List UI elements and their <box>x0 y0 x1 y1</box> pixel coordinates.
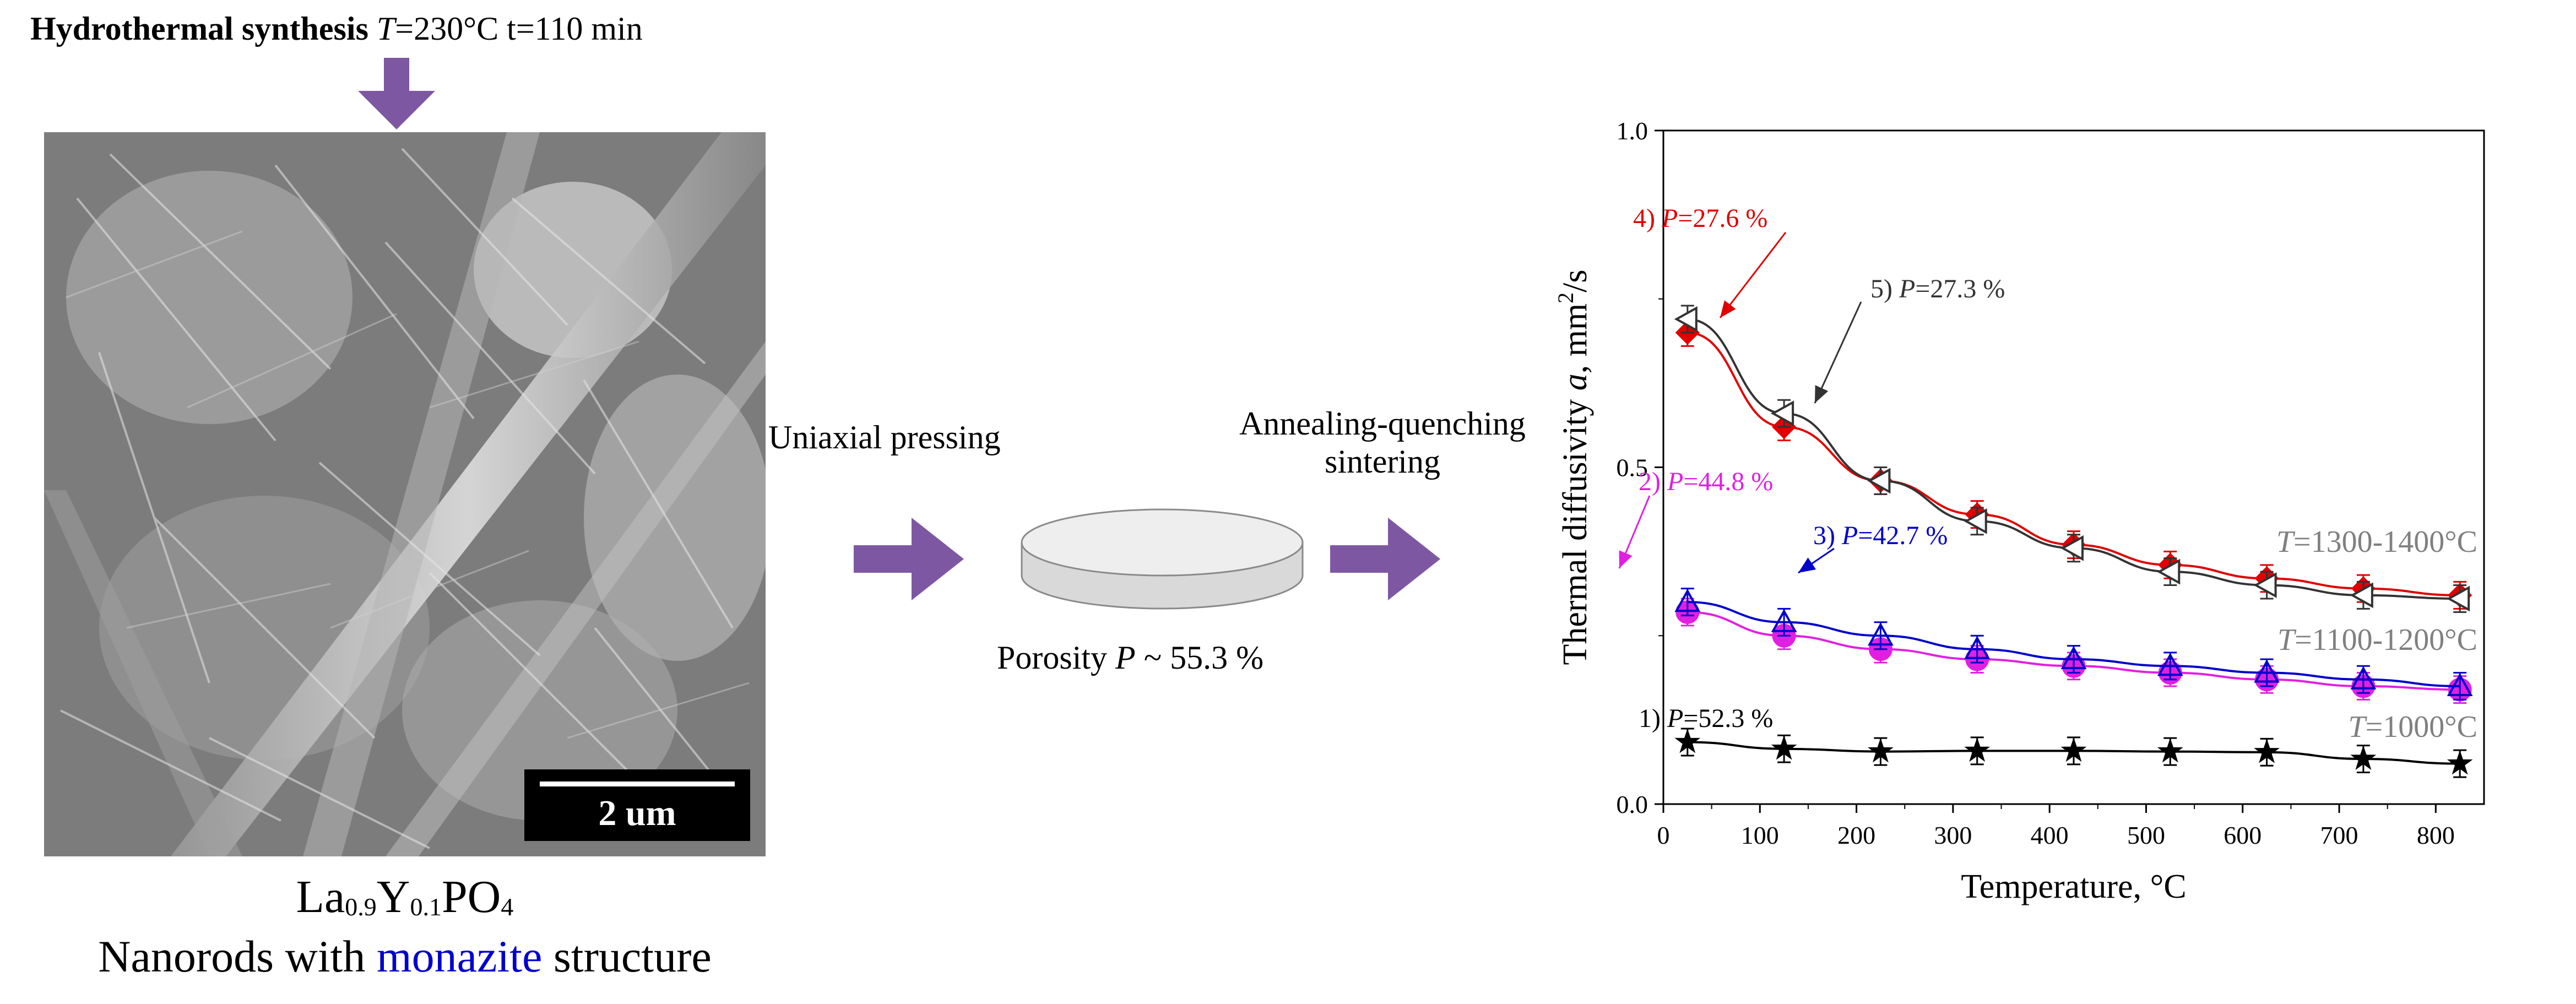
series-group <box>1675 318 2472 610</box>
series-group <box>1674 305 2470 613</box>
y-tick-label: 1.0 <box>1617 117 1648 145</box>
triangle-up-marker <box>2060 645 2087 670</box>
triangle-left-marker <box>2350 582 2373 609</box>
temperature-annotation: T=1300-1400°C <box>2276 525 2477 559</box>
x-tick-label: 300 <box>1934 821 1972 849</box>
series-label: 3) P=42.7 % <box>1813 521 1948 550</box>
pressing-label: Uniaxial pressing <box>768 419 1001 455</box>
triangle-up-marker <box>1674 588 1701 612</box>
chart-axes: 0 100 200 300 400 500 600 700 800 0.0 0.5 1.0 Temper… <box>1553 117 2485 905</box>
x-axis-label: Temperature, °C <box>1961 868 2187 905</box>
label-pointer-head <box>1720 300 1736 318</box>
series-group <box>1674 588 2473 701</box>
label-pointer-line <box>1719 232 1787 318</box>
structure-highlight: monazite <box>376 931 543 981</box>
y-axis-label: Thermal diffusivity a, mm2/s <box>1553 269 1594 665</box>
x-tick-label: 200 <box>1837 821 1875 849</box>
star-marker <box>2254 739 2280 763</box>
sintering-arrow-icon <box>1330 518 1440 600</box>
star-marker <box>1964 737 1991 762</box>
series-group <box>1674 728 2473 778</box>
series-label: 4) P=27.6 % <box>1633 204 1767 233</box>
temperature-annotation: T=1100-1200°C <box>2277 623 2477 657</box>
y-tick-label: 0.5 <box>1617 454 1648 482</box>
sintering-label: Annealing-quenching sintering <box>1239 405 1526 480</box>
triangle-left-marker <box>1770 400 1794 427</box>
series-label: 2) P=44.8 % <box>1639 467 1773 496</box>
scale-bar-label: 2 um <box>598 793 676 833</box>
synthesis-params: =230°C t=110 min <box>395 10 643 47</box>
material-description: Nanorods with monazite structure <box>98 931 712 981</box>
triangle-up-marker <box>2350 666 2377 690</box>
star-marker <box>2060 737 2087 762</box>
triangle-up-marker <box>2157 653 2183 676</box>
label-pointer-head <box>1619 550 1633 568</box>
label-pointer-head <box>1815 385 1829 403</box>
star-marker <box>1868 738 1894 763</box>
pressing-arrow-icon <box>854 518 964 600</box>
y-tick-label: 0.0 <box>1617 790 1648 818</box>
triangle-up-marker <box>1868 622 1894 646</box>
temperature-annotation: T=1000°C <box>2349 710 2477 744</box>
plot-frame <box>1662 129 2485 805</box>
triangle-up-marker <box>1771 609 1797 632</box>
triangle-left-marker <box>1964 508 1987 534</box>
triangle-up-marker <box>1964 636 1991 659</box>
chart-series <box>1674 305 2473 778</box>
material-formula: La0.9Y0.1PO4 <box>296 871 514 922</box>
x-tick-label: 0 <box>1657 821 1670 849</box>
fit-curve <box>1687 331 2460 596</box>
pellet-disk-icon <box>1021 508 1304 610</box>
series-label: 5) P=27.3 % <box>1870 274 2005 303</box>
series-label: 1) P=52.3 % <box>1639 704 1773 733</box>
star-marker <box>2157 738 2183 763</box>
triangle-up-marker <box>2447 672 2473 696</box>
star-marker <box>1674 728 1701 753</box>
porosity-label: Porosity P ~ 55.3 % <box>997 639 1264 676</box>
triangle-left-marker <box>2060 535 2084 561</box>
thermal-diffusivity-chart: 0 100 200 300 400 500 600 700 800 0.0 0.5 1.0 Temper… <box>1553 117 2485 905</box>
star-marker <box>2350 745 2377 770</box>
triangle-left-marker <box>2157 558 2181 585</box>
triangle-up-marker <box>2254 659 2280 683</box>
x-tick-label: 500 <box>2127 821 2165 849</box>
chart-labels: 4) P=27.6 % 5) P=27.3 % 2) P=44.8 % 3) P=42… <box>1618 204 2477 744</box>
x-tick-label: 700 <box>2320 821 2358 849</box>
x-tick-label: 600 <box>2224 821 2262 849</box>
triangle-left-marker <box>2253 572 2277 598</box>
label-pointer-line <box>1814 301 1862 404</box>
synthesis-title: Hydrothermal synthesis <box>30 10 368 47</box>
x-tick-label: 800 <box>2417 821 2455 849</box>
temperature-symbol: T <box>376 10 395 47</box>
x-tick-label: 100 <box>1741 821 1779 849</box>
star-marker <box>1771 735 1797 760</box>
triangle-left-marker <box>1674 306 1698 332</box>
synthesis-header: Hydrothermal synthesis T=230°C t=110 min <box>30 10 643 48</box>
x-tick-label: 400 <box>2031 821 2069 849</box>
down-arrow-icon <box>358 58 435 129</box>
nanorods-texture <box>44 132 766 856</box>
scale-bar: 2 um <box>524 769 750 841</box>
label-pointer-head <box>1798 557 1816 573</box>
triangle-left-marker <box>2447 585 2470 612</box>
triangle-left-marker <box>1867 468 1891 494</box>
fit-curve <box>1687 318 2460 600</box>
scale-bar-line <box>540 782 735 786</box>
star-marker <box>2447 750 2473 775</box>
sem-micrograph: 2 um <box>44 132 766 856</box>
